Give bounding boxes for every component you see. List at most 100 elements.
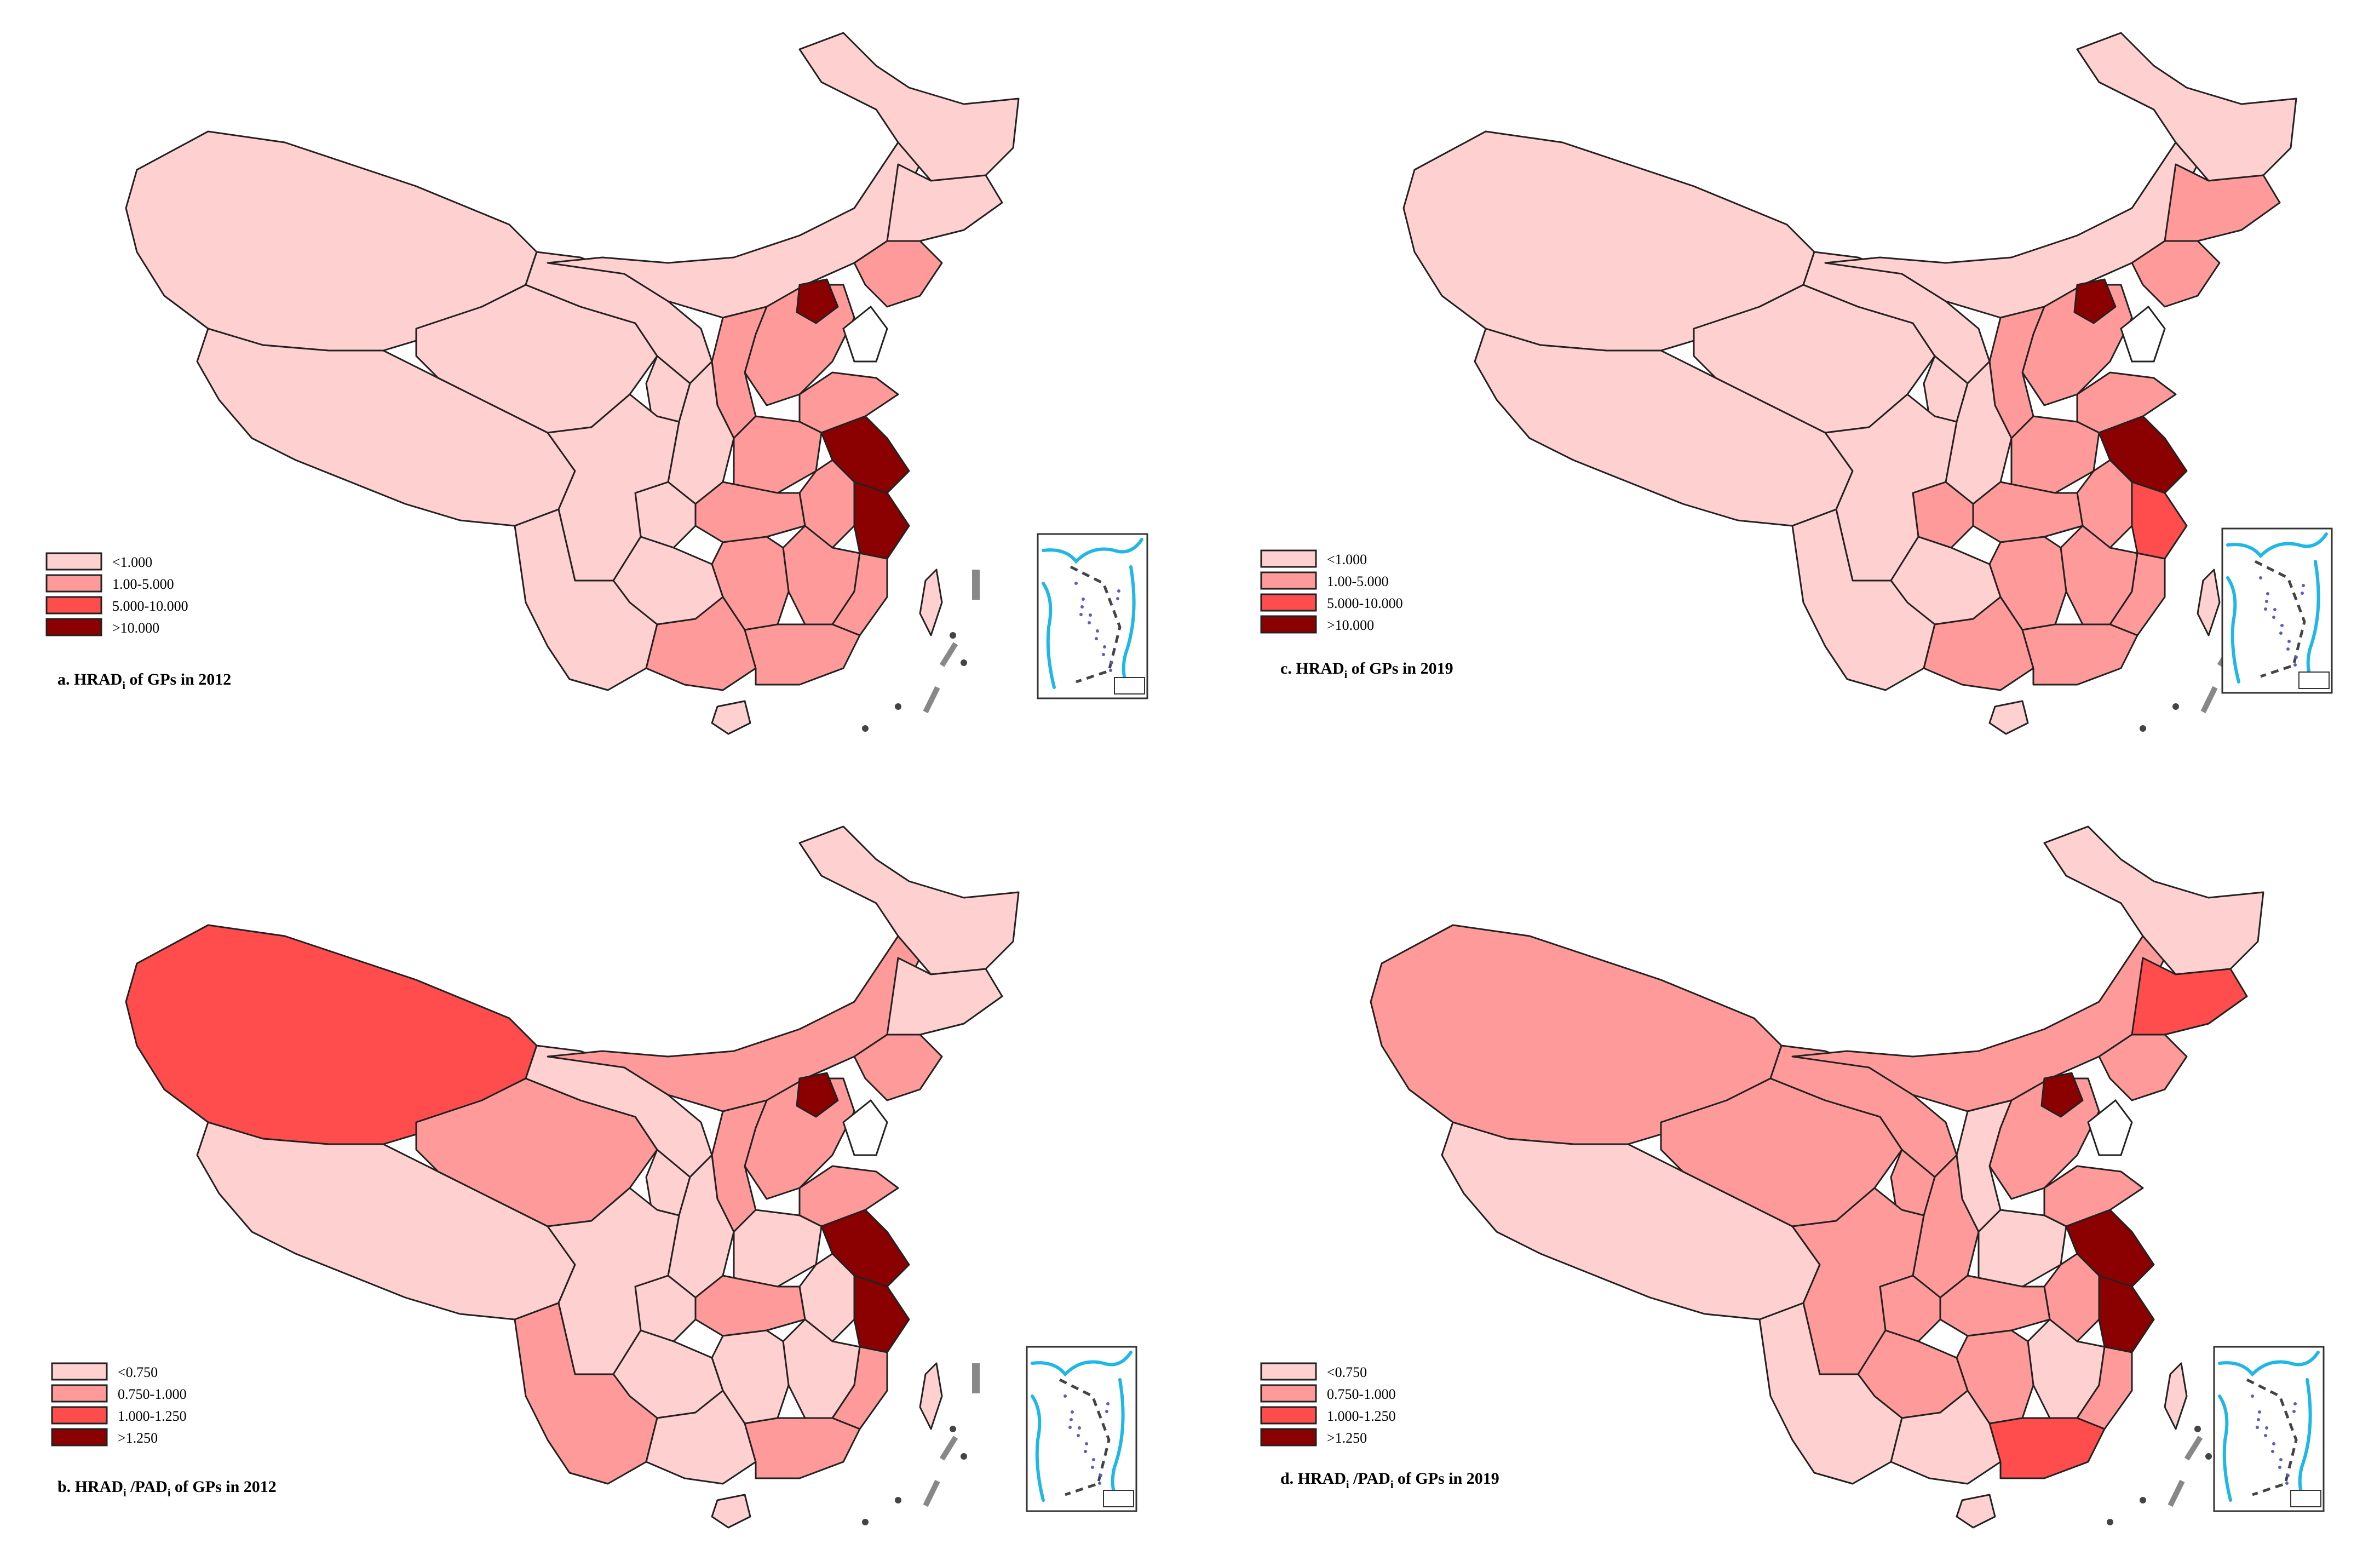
map-caption: b. HRADi /PADi of GPs in 2012 [58, 1478, 277, 1499]
legend-swatch [45, 574, 102, 593]
island-icon [961, 1453, 967, 1460]
province-hainan [1988, 700, 2029, 735]
map-caption: a. HRADi of GPs in 2012 [58, 670, 231, 692]
bohai-sea [2120, 305, 2166, 363]
province-yunnan [514, 1302, 658, 1485]
province-taiwan [2197, 569, 2221, 636]
province-yunnan [1758, 1302, 1903, 1485]
province-guangdong [2021, 623, 2138, 686]
province-hubei [694, 1275, 806, 1337]
legend-swatch [1260, 1362, 1317, 1381]
province-liaoning [853, 1034, 943, 1101]
legend: <1.000 1.00-5.000 5.000-10.000 >10.000 [1260, 549, 1403, 634]
province-liaoning [2131, 240, 2221, 308]
legend-label: 1.00-5.000 [1327, 573, 1389, 589]
legend-label: >10.000 [112, 620, 159, 636]
island-dash-icon [923, 1479, 940, 1507]
island-icon [2205, 1453, 2212, 1460]
province-beijing [2073, 278, 2117, 324]
legend-swatch [45, 618, 102, 636]
province-yunnan [1791, 508, 1936, 691]
province-zhejiang [2098, 1275, 2155, 1353]
province-zhejiang [853, 1275, 910, 1353]
china-map [125, 32, 1020, 735]
province-beijing [2040, 1072, 2084, 1118]
province-heilongjiang [2043, 825, 2264, 975]
province-taiwan [919, 569, 943, 636]
legend-swatch [1260, 615, 1317, 634]
island-dash-icon [939, 1436, 958, 1461]
legend-label: >1.250 [118, 1430, 158, 1446]
legend-swatch [1260, 549, 1317, 568]
bohai-sea [2087, 1099, 2133, 1156]
map-caption: d. HRADi /PADi of GPs in 2019 [1280, 1470, 1499, 1491]
legend-swatch [45, 596, 102, 615]
legend-swatch [1260, 1406, 1317, 1425]
island-dash-icon [939, 642, 958, 667]
province-taiwan [919, 1362, 943, 1430]
province-beijing [796, 278, 839, 324]
legend-swatch [1260, 571, 1317, 590]
legend-label: 1.00-5.000 [112, 576, 174, 592]
legend-label: 1.000-1.250 [118, 1408, 187, 1424]
china-map [1370, 825, 2264, 1529]
province-zhejiang [853, 481, 910, 560]
south-china-sea-inset-icon [2213, 1346, 2325, 1512]
island-icon [895, 1497, 901, 1503]
map-caption: c. HRADi of GPs in 2019 [1280, 659, 1453, 681]
legend: <1.000 1.00-5.000 5.000-10.000 >10.000 [45, 552, 188, 636]
province-hubei [1939, 1275, 2051, 1337]
province-liaoning [853, 240, 943, 308]
legend-label: >10.000 [1327, 617, 1374, 633]
legend-label: 5.000-10.000 [112, 598, 188, 614]
south-china-sea-inset-icon [1026, 1346, 1137, 1512]
island-icon [895, 703, 901, 710]
legend-label: <1.000 [1327, 552, 1367, 567]
south-china-sea-inset-icon [1037, 533, 1148, 699]
province-liaoning [2098, 1034, 2188, 1101]
province-hainan [711, 1494, 751, 1529]
province-hainan [711, 700, 751, 735]
legend-label: 0.750-1.000 [1327, 1386, 1396, 1402]
legend-swatch [1260, 1428, 1317, 1447]
island-icon [2107, 1519, 2113, 1525]
legend-label: <0.750 [1327, 1364, 1367, 1380]
map-panel-a: <1.000 1.00-5.000 5.000-10.000 >10.000 a. HR… [45, 32, 1148, 735]
island-dash-icon [972, 570, 980, 600]
map-panel-d: <0.750 0.750-1.000 1.000-1.250 >1.250 d. HRA… [1260, 825, 2325, 1529]
map-panel-c: <1.000 1.00-5.000 5.000-10.000 >10.000 c. HR… [1260, 32, 2333, 735]
legend-label: 0.750-1.000 [118, 1386, 187, 1402]
island-icon [2194, 1426, 2201, 1432]
bohai-sea [842, 305, 888, 363]
legend-swatch [51, 1406, 108, 1425]
china-map [125, 825, 1020, 1529]
province-hubei [694, 481, 806, 543]
province-guangdong [1988, 1417, 2106, 1479]
province-guangdong [744, 1417, 861, 1479]
legend: <0.750 0.750-1.000 1.000-1.250 >1.250 [51, 1362, 187, 1447]
map-panel-b: <0.750 0.750-1.000 1.000-1.250 >1.250 b. HRA… [51, 825, 1137, 1529]
legend: <0.750 0.750-1.000 1.000-1.250 >1.250 [1260, 1362, 1396, 1447]
province-hainan [1956, 1494, 1996, 1529]
legend-swatch [51, 1428, 108, 1447]
island-icon [950, 1426, 956, 1432]
province-zhejiang [2131, 481, 2188, 560]
island-icon [2140, 725, 2146, 732]
island-dash-icon [923, 686, 940, 714]
legend-label: <1.000 [112, 554, 152, 570]
island-icon [2172, 703, 2179, 710]
china-map [1402, 32, 2297, 735]
legend-label: 1.000-1.250 [1327, 1408, 1396, 1424]
island-icon [862, 1519, 869, 1525]
legend-swatch [1260, 593, 1317, 612]
province-heilongjiang [2076, 32, 2297, 182]
province-hubei [1972, 481, 2084, 543]
island-icon [2140, 1497, 2146, 1503]
island-icon [862, 725, 869, 732]
province-beijing [796, 1072, 839, 1118]
legend-label: >1.250 [1327, 1430, 1367, 1446]
island-dash-icon [2184, 1436, 2203, 1461]
province-heilongjiang [798, 825, 1020, 975]
legend-swatch [51, 1362, 108, 1381]
province-taiwan [2164, 1362, 2188, 1430]
